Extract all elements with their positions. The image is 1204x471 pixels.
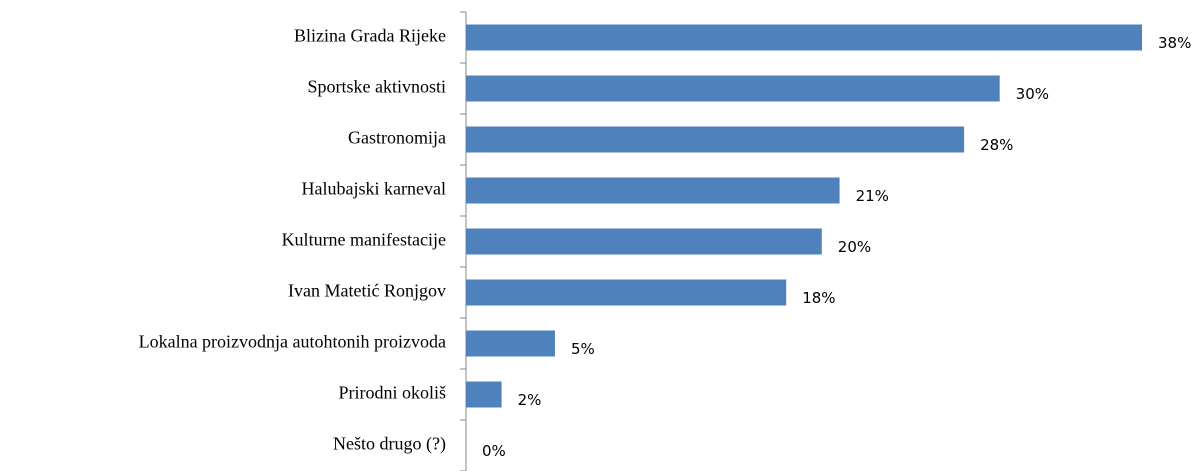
bar	[466, 177, 840, 204]
bar	[466, 24, 1142, 51]
value-label: 20%	[838, 238, 871, 256]
value-label: 30%	[1016, 85, 1049, 103]
category-label: Lokalna proizvodnja autohtonih proizvoda	[139, 332, 446, 352]
bar	[466, 330, 555, 357]
value-label: 38%	[1158, 34, 1191, 52]
value-label: 2%	[518, 391, 542, 409]
category-label: Prirodni okoliš	[338, 383, 446, 403]
bar	[466, 279, 787, 306]
category-label: Halubajski karneval	[302, 179, 446, 199]
category-label: Blizina Grada Rijeke	[294, 26, 446, 46]
value-label: 0%	[482, 442, 506, 460]
bar	[466, 75, 1000, 102]
bar	[466, 126, 965, 153]
value-label: 5%	[571, 340, 595, 358]
bar	[466, 228, 822, 255]
category-label: Gastronomija	[348, 128, 446, 148]
value-label: 28%	[980, 136, 1013, 154]
category-label: Nešto drugo (?)	[333, 434, 446, 455]
category-label: Ivan Matetić Ronjgov	[288, 281, 446, 301]
value-label: 18%	[802, 289, 835, 307]
bar	[466, 381, 502, 408]
category-label: Sportske aktivnosti	[308, 77, 447, 97]
value-label: 21%	[856, 187, 889, 205]
category-label: Kulturne manifestacije	[282, 230, 446, 250]
